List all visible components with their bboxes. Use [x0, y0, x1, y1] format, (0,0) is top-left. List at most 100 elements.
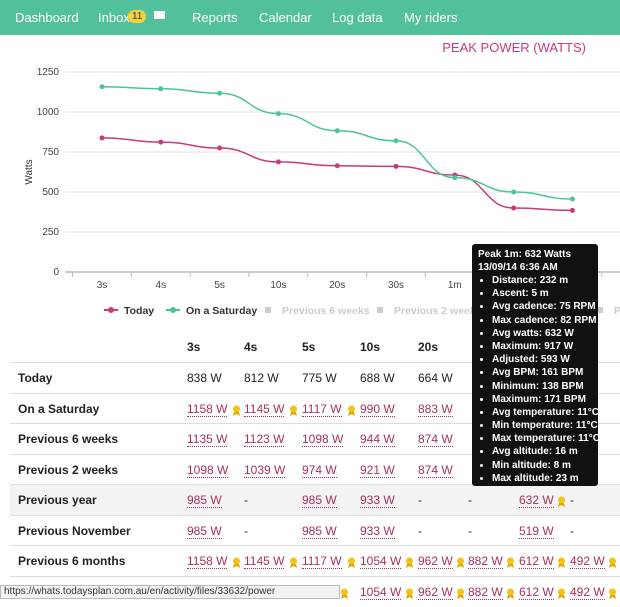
- cell[interactable]: 519 W: [519, 523, 554, 539]
- nav-item[interactable]: Inbox: [98, 10, 130, 25]
- row-name: Previous November: [18, 523, 131, 538]
- tooltip: Peak 1m: 632 Watts 13/09/14 6:36 AM Dist…: [472, 244, 600, 486]
- cell: 812 W: [244, 371, 279, 385]
- cell[interactable]: 1158 W: [187, 554, 228, 569]
- x-tick-label: 20s: [329, 280, 345, 291]
- award-icon: [232, 403, 241, 416]
- award-shape: [609, 557, 616, 568]
- cell[interactable]: 985 W: [187, 523, 222, 539]
- status-bar: https://whats.todaysplan.com.au/en/activ…: [0, 585, 340, 599]
- cell[interactable]: 1098 W: [187, 462, 229, 478]
- award-icon: [347, 403, 356, 416]
- cell[interactable]: 882 W: [468, 584, 503, 600]
- cell[interactable]: 1039 W: [244, 462, 286, 478]
- tooltip-date: 13/09/14 6:36 AM: [478, 262, 558, 273]
- tooltip-item: Maximum: 917 W: [492, 340, 600, 353]
- award-shape: [406, 557, 413, 568]
- cell[interactable]: 962 W: [418, 554, 453, 569]
- cell[interactable]: 492 W: [570, 584, 605, 600]
- award-shape: [233, 557, 240, 568]
- cell: -: [468, 493, 472, 507]
- cell[interactable]: 1135 W: [187, 432, 228, 447]
- cell[interactable]: 1117 W: [302, 401, 342, 417]
- series-point: [393, 138, 399, 144]
- legend-label[interactable]: On a Saturday: [186, 305, 257, 317]
- table-row: [10, 392, 620, 424]
- cell[interactable]: 944 W: [360, 432, 395, 447]
- cell: 664 W: [418, 371, 453, 385]
- cell[interactable]: 492 W: [570, 554, 605, 569]
- table-row: [10, 514, 620, 546]
- cell[interactable]: 1123 W: [244, 432, 285, 447]
- tooltip-item: Ascent: 5 m: [492, 287, 600, 300]
- award-shape: [457, 588, 464, 599]
- cell[interactable]: 921 W: [360, 462, 395, 478]
- tooltip-item: Avg altitude: 16 m: [492, 445, 600, 458]
- legend-label[interactable]: Prev: [614, 305, 620, 317]
- legend-swatch: [108, 307, 114, 313]
- award-icon: [232, 555, 241, 568]
- cell[interactable]: 882 W: [468, 554, 503, 569]
- award-shape: [290, 405, 297, 416]
- nav-item[interactable]: Log data: [332, 10, 383, 25]
- tooltip-item: Min altitude: 8 m: [492, 459, 600, 472]
- award-shape: [558, 557, 565, 568]
- legend-label[interactable]: Previous 2 weeks: [394, 305, 482, 317]
- cell[interactable]: 1098 W: [302, 432, 344, 447]
- nav-item[interactable]: Dashboard: [15, 10, 79, 25]
- cell[interactable]: 933 W: [360, 523, 395, 539]
- award-icon: [347, 555, 356, 568]
- cell[interactable]: 1054 W: [360, 584, 402, 600]
- cell[interactable]: 1054 W: [360, 554, 402, 569]
- cell[interactable]: 985 W: [187, 493, 222, 508]
- cell[interactable]: 1117 W: [302, 554, 342, 569]
- legend-label[interactable]: Previous 6 weeks: [282, 305, 370, 317]
- cell[interactable]: 632 W: [519, 493, 554, 508]
- tooltip-item: Avg watts: 632 W: [492, 327, 600, 340]
- cell[interactable]: 1158 W: [187, 401, 228, 417]
- legend-swatch: [170, 307, 176, 313]
- cell[interactable]: 612 W: [519, 584, 554, 600]
- cell[interactable]: 962 W: [418, 584, 453, 600]
- award-icon: [405, 555, 414, 568]
- chat-icon: [154, 11, 165, 19]
- x-tick-label: 30s: [388, 280, 404, 291]
- award-icon: [557, 494, 566, 507]
- award-icon: [289, 403, 298, 416]
- series-point: [217, 145, 223, 151]
- table-row: [10, 575, 620, 607]
- cell[interactable]: 874 W: [418, 432, 453, 447]
- series-point: [275, 111, 281, 117]
- award-shape: [348, 557, 355, 568]
- cell[interactable]: 612 W: [519, 554, 554, 569]
- tooltip-item: Max temperature: 11°C: [492, 432, 600, 445]
- nav-item[interactable]: Reports: [192, 10, 238, 25]
- award-icon: [506, 586, 515, 599]
- cell[interactable]: 985 W: [302, 523, 337, 539]
- cell[interactable]: 1145 W: [244, 554, 285, 569]
- column-header: 5s: [302, 340, 316, 354]
- award-shape: [233, 405, 240, 416]
- chart-title: PEAK POWER (WATTS): [442, 40, 586, 55]
- award-shape: [406, 588, 413, 599]
- table-row: [10, 545, 620, 576]
- series-point: [452, 175, 458, 181]
- cell[interactable]: 883 W: [418, 401, 453, 417]
- cell[interactable]: 985 W: [302, 493, 337, 508]
- cell[interactable]: 933 W: [360, 493, 395, 508]
- y-tick-label: 1250: [37, 67, 60, 78]
- cell[interactable]: 974 W: [302, 462, 337, 478]
- cell[interactable]: 990 W: [360, 401, 395, 417]
- tooltip-item: Adjusted: 593 W: [492, 353, 600, 366]
- y-tick-label: 1000: [37, 107, 60, 118]
- tooltip-item: Avg BPM: 161 BPM: [492, 366, 600, 379]
- award-icon: [289, 555, 298, 568]
- award-shape: [457, 557, 464, 568]
- series-point: [334, 163, 340, 169]
- cell[interactable]: 1145 W: [244, 401, 285, 417]
- nav-item[interactable]: My riders: [404, 10, 458, 25]
- cell[interactable]: 874 W: [418, 462, 453, 478]
- nav-item[interactable]: Calendar: [259, 10, 312, 25]
- legend-label[interactable]: Today: [124, 305, 154, 317]
